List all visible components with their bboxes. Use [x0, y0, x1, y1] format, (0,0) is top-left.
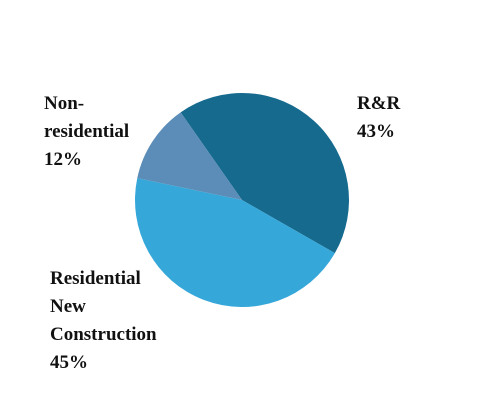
- category-label: Residential New Construction: [50, 268, 157, 345]
- value-label: 12%: [44, 149, 82, 170]
- slice-label: Non-residential 12%: [44, 90, 149, 174]
- category-label: Non-residential: [44, 93, 130, 142]
- pie-slice: [135, 178, 335, 307]
- pie-slice: [137, 112, 242, 200]
- category-label: R&R: [357, 93, 401, 114]
- slice-label: Residential New Construction 45%: [50, 265, 180, 377]
- value-label: 43%: [357, 121, 395, 142]
- value-label: 45%: [50, 352, 88, 373]
- slice-label: R&R 43%: [357, 90, 467, 146]
- pie-slice: [180, 93, 349, 254]
